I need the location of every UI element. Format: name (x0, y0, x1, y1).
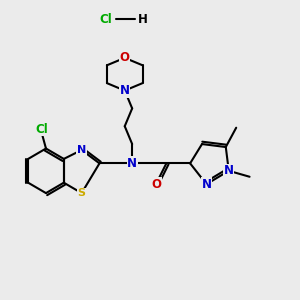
Text: H: H (138, 13, 148, 26)
Text: N: N (77, 145, 86, 155)
Text: N: N (127, 157, 137, 170)
Text: N: N (224, 164, 234, 177)
Text: Cl: Cl (35, 123, 48, 136)
Text: N: N (120, 84, 130, 97)
Text: O: O (120, 51, 130, 64)
Text: Cl: Cl (99, 13, 112, 26)
Text: O: O (151, 178, 161, 191)
Text: S: S (78, 188, 86, 198)
Text: N: N (202, 178, 212, 191)
